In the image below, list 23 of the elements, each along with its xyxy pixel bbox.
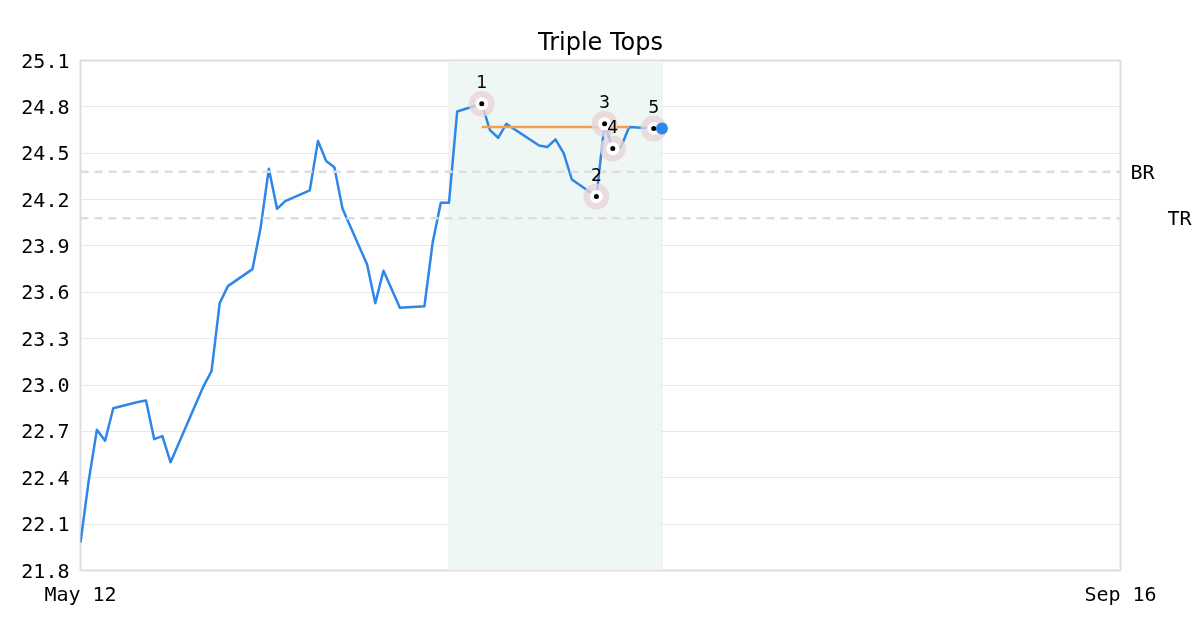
y-tick-label: 23.9 [21,233,70,258]
y-tick-label: 23.3 [21,326,70,351]
annotation: 4 [607,116,619,137]
y-tick-label: 23.0 [21,373,70,398]
y-tick-label: 21.8 [21,558,70,583]
y-tick-label: 23.6 [21,280,70,305]
y-tick-label: 24.2 [21,187,70,212]
annotation: 3 [599,91,611,112]
y-tick-label: 25.1 [21,48,70,73]
annotation: 5 [648,96,660,117]
y-tick-label: 22.7 [21,419,70,444]
y-tick-label: 24.8 [21,94,70,119]
chart-title: Triple Tops [537,27,663,56]
annotation: 1 [476,71,488,92]
y-tick-label: 22.4 [21,465,70,490]
x-tick-label: Sep 16 [1084,581,1157,606]
ref-line-label: TR [1167,206,1193,231]
ref-line-label: BR [1130,159,1156,184]
y-tick-label: 22.1 [21,512,70,537]
annotation: 2 [590,164,602,185]
y-tick-label: 24.5 [21,141,70,166]
x-tick-label: May 12 [44,581,117,606]
point [655,122,668,135]
